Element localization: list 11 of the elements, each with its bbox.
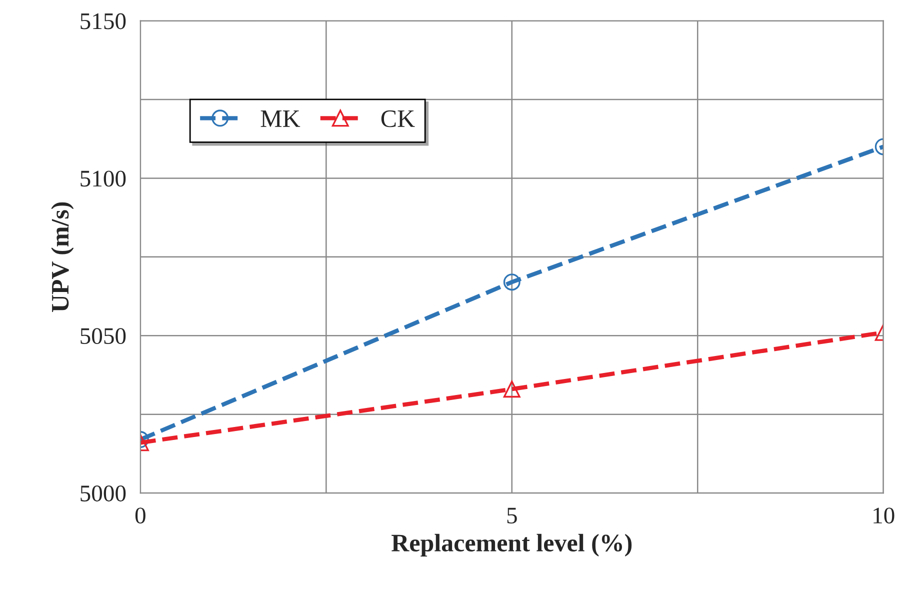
y-tick-label: 5050 xyxy=(80,328,126,344)
y-axis-title: UPV (m/s) xyxy=(51,202,74,312)
x-tick-label: 0 xyxy=(135,508,146,524)
y-tick-label: 5150 xyxy=(80,13,126,30)
x-tick-label: 10 xyxy=(874,508,894,524)
x-tick-label: 5 xyxy=(507,508,517,524)
x-axis-title: Replacement level (%) xyxy=(392,534,632,557)
y-tick-label: 5000 xyxy=(80,486,126,502)
legend-label: CK xyxy=(381,110,415,128)
y-tick-label: 5100 xyxy=(80,170,126,187)
legend-label: MK xyxy=(260,110,300,127)
